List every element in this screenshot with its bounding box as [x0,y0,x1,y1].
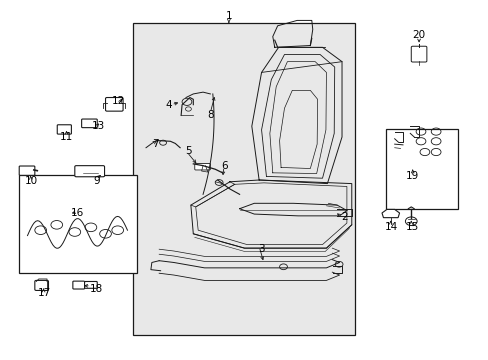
FancyBboxPatch shape [81,119,97,128]
Text: 7: 7 [152,139,159,149]
Text: 20: 20 [412,30,425,40]
FancyBboxPatch shape [410,46,426,62]
Bar [385,129,457,209]
Text: 4: 4 [165,100,172,110]
Text: 16: 16 [71,208,84,218]
FancyBboxPatch shape [73,281,84,289]
Text: 5: 5 [185,146,191,156]
Text: 10: 10 [24,176,38,186]
FancyBboxPatch shape [84,282,97,288]
FancyBboxPatch shape [194,163,210,170]
Bar [133,23,354,335]
Text: 9: 9 [93,176,100,186]
Text: 15: 15 [405,222,419,231]
Text: 13: 13 [91,121,104,131]
Text: 18: 18 [89,284,102,294]
Text: 8: 8 [206,111,213,121]
Polygon shape [381,210,399,218]
Text: 6: 6 [221,161,228,171]
FancyBboxPatch shape [75,166,104,177]
Text: 2: 2 [341,212,347,221]
FancyBboxPatch shape [105,98,123,111]
Text: 14: 14 [385,222,398,231]
FancyBboxPatch shape [57,125,71,134]
Bar [19,175,137,273]
Text: 12: 12 [112,96,125,106]
Text: 19: 19 [405,171,419,181]
Text: 17: 17 [38,288,51,298]
Text: 11: 11 [60,132,73,142]
FancyBboxPatch shape [19,166,35,175]
Text: 1: 1 [225,11,232,21]
FancyBboxPatch shape [35,280,48,291]
Text: 3: 3 [258,244,264,254]
